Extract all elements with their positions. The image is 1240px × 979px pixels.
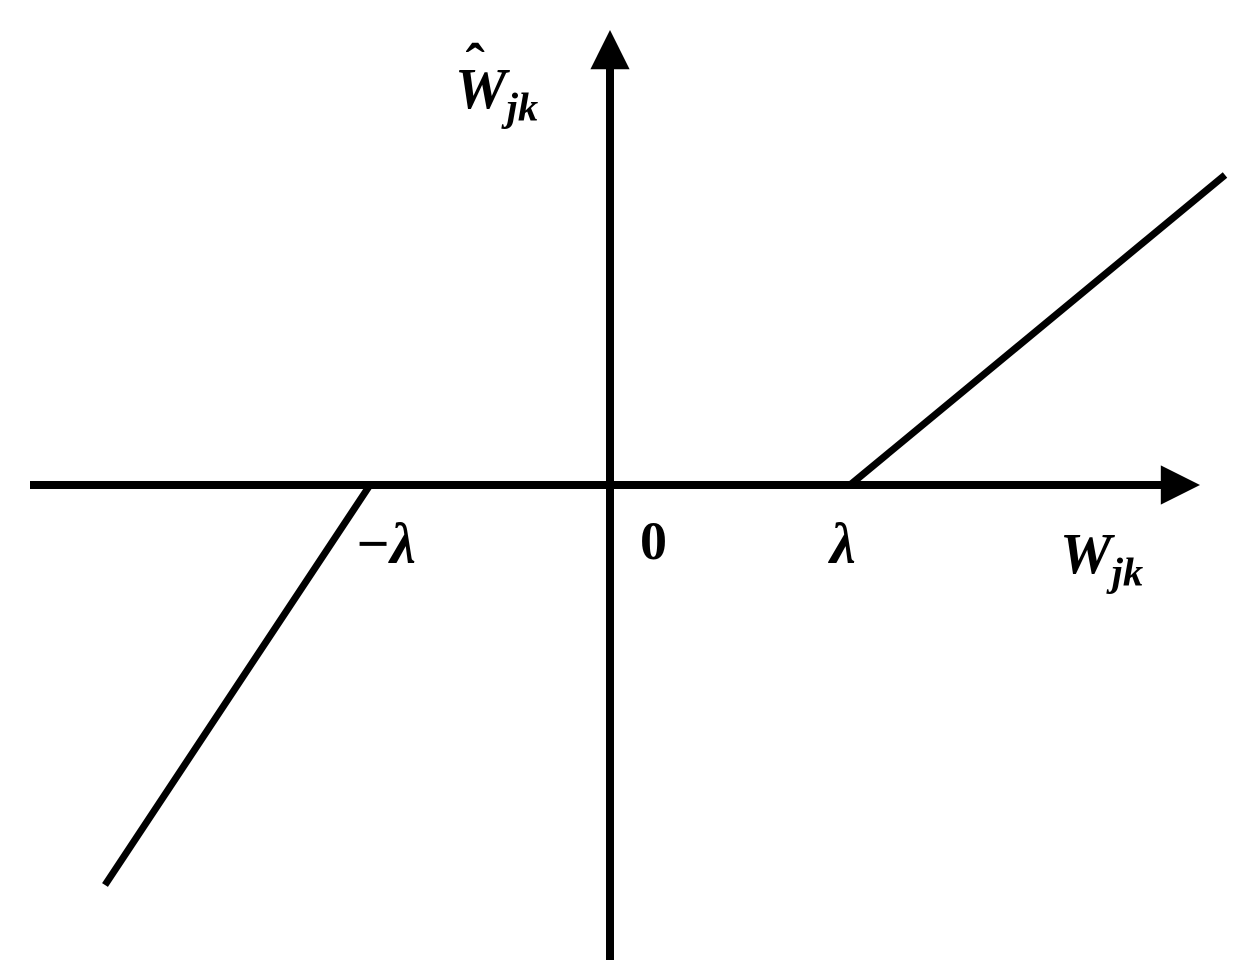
plot-svg [0,0,1240,979]
x-axis-label-sub: jk [1112,550,1144,595]
lambda-negative-label: −λ [355,510,416,577]
origin-label: 0 [640,510,667,572]
x-axis-label: Wjk [1060,520,1143,596]
x-axis-label-main: W [1060,521,1112,586]
y-axis-label: ˆ W jk [455,55,538,131]
soft-threshold-diagram [0,0,1240,979]
lambda-positive-label: λ [830,510,856,577]
y-axis-label-sub: jk [507,85,539,130]
